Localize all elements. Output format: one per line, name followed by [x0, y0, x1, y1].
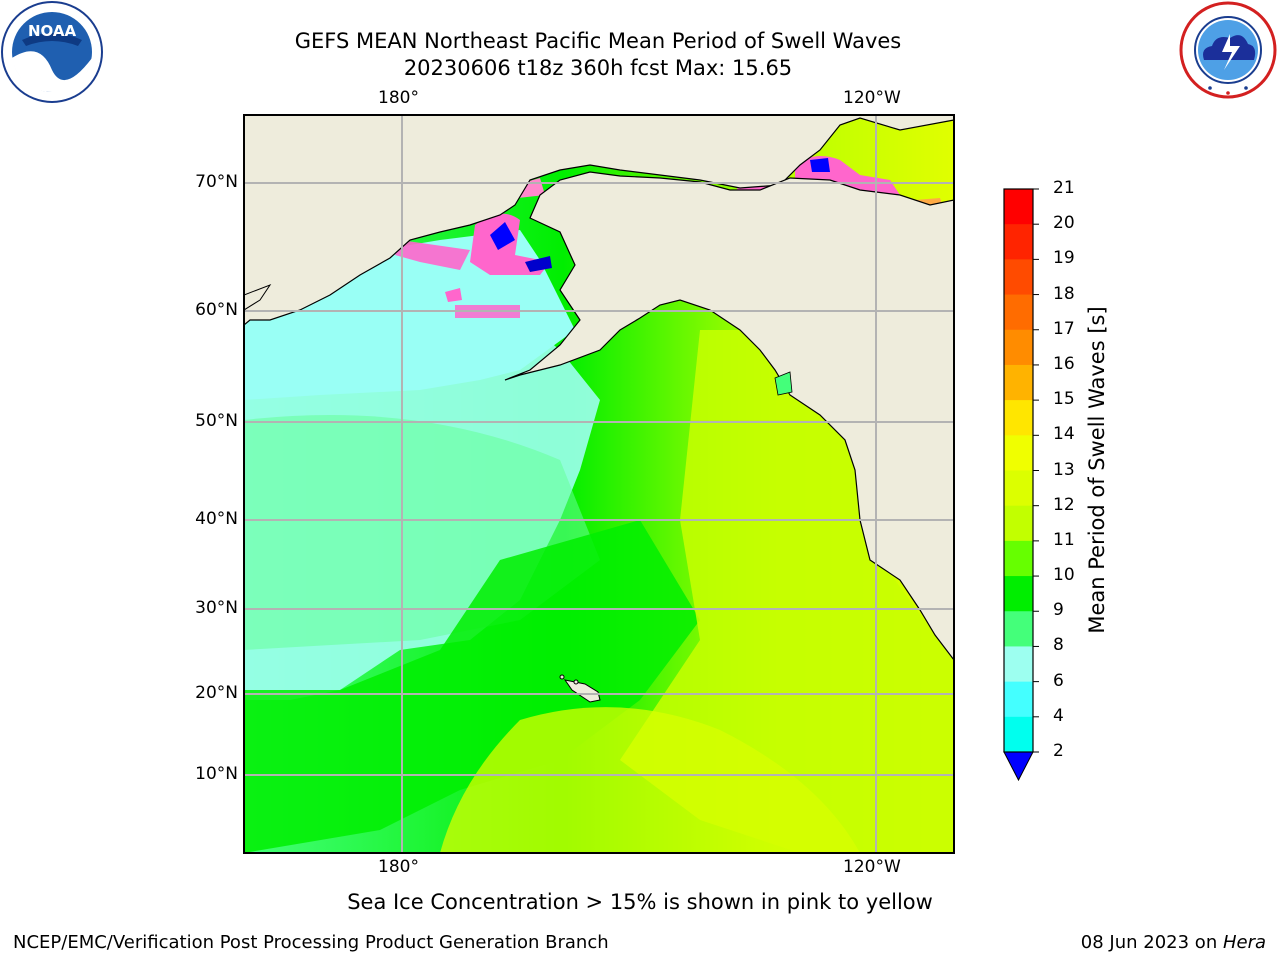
colorbar-tick-label: 12	[1053, 494, 1075, 515]
colorbar-tick-label: 4	[1053, 705, 1064, 726]
colorbar-band	[1004, 435, 1033, 471]
swell-region-10-11s	[244, 520, 700, 853]
land-siberia	[244, 115, 954, 326]
sea-ice-norton-sound	[470, 213, 550, 275]
graticule	[244, 115, 954, 853]
swell-region-12-13s	[620, 330, 954, 853]
colorbar-band	[1004, 259, 1033, 296]
map-subtitle: 20230606 t18z 360h fcst Max: 15.65	[403, 56, 793, 80]
colorbar-tick-label: 6	[1053, 670, 1064, 691]
footer-date: 08 Jun 2023 on Hera	[1081, 932, 1266, 953]
colorbar-band	[1004, 681, 1033, 718]
hawaii-islands	[563, 679, 601, 703]
lon-tick-bottom-180: 180°	[378, 857, 419, 877]
colorbar-band	[1004, 294, 1033, 331]
colorbar-tick-label: 10	[1053, 565, 1075, 586]
colorbar-tick-label: 2	[1053, 741, 1064, 761]
colorbar-tick-label: 13	[1053, 459, 1075, 480]
colorbar-tick-label: 17	[1053, 318, 1075, 339]
colorbar-tick-label: 16	[1053, 353, 1075, 374]
colorbar-band	[1004, 716, 1033, 753]
footer-credit: NCEP/EMC/Verification Post Processing Pr…	[13, 932, 609, 953]
colorbar-label: Mean Period of Swell Waves [s]	[1085, 306, 1109, 634]
colorbar-band	[1004, 189, 1033, 225]
colorbar-band	[1004, 470, 1033, 507]
land-north-america	[504, 171, 954, 661]
footer-date-text: 08 Jun 2023 on	[1080, 932, 1223, 953]
lat-tick-40n: 40°N	[195, 509, 238, 529]
sea-ice-core	[490, 222, 515, 250]
colorbar-tick-label: 14	[1053, 424, 1075, 445]
lon-tick-bottom-120w: 120°W	[843, 857, 901, 877]
colorbar-tick-label: 20	[1053, 213, 1075, 234]
colorbar-band	[1004, 611, 1033, 647]
lat-tick-10n: 10°N	[195, 764, 238, 784]
colorbar-tick-label: 8	[1053, 635, 1064, 656]
nws-logo	[1179, 1, 1277, 99]
colorbar-tick-label: 11	[1053, 529, 1075, 550]
map-title: GEFS MEAN Northeast Pacific Mean Period …	[294, 29, 902, 53]
lat-tick-30n: 30°N	[195, 598, 238, 618]
noaa-logo-text: NOAA	[28, 22, 77, 40]
colorbar-band	[1004, 576, 1033, 612]
lat-tick-60n: 60°N	[195, 300, 238, 320]
lon-tick-top-180: 180°	[378, 88, 419, 108]
lat-tick-50n: 50°N	[195, 411, 238, 431]
lat-tick-70n: 70°N	[195, 172, 238, 192]
colorbar-extend-arrow	[1003, 751, 1034, 782]
colorbar-tick-label: 19	[1053, 248, 1075, 269]
colorbar-band	[1004, 364, 1033, 401]
colorbar-band	[1004, 540, 1033, 577]
colorbar-tick-label: 21	[1053, 178, 1075, 198]
swell-region-13s	[440, 707, 860, 853]
map-frame	[243, 114, 955, 854]
lon-tick-top-120w: 120°W	[843, 88, 901, 108]
colorbar-band	[1004, 646, 1033, 683]
noaa-logo: NOAA	[1, 1, 103, 103]
colorbar-band	[1004, 400, 1033, 436]
colorbar-band	[1004, 329, 1033, 366]
colorbar-tick-label: 15	[1053, 389, 1075, 410]
colorbar-tick-label: 9	[1053, 600, 1064, 621]
colorbar	[1003, 188, 1039, 782]
sea-ice-note: Sea Ice Concentration > 15% is shown in …	[347, 890, 933, 914]
colorbar-tick-label: 18	[1053, 283, 1075, 304]
colorbar-band	[1004, 505, 1033, 542]
lat-tick-20n: 20°N	[195, 683, 238, 703]
colorbar-band	[1004, 224, 1033, 260]
footer-host: Hera	[1222, 932, 1266, 953]
